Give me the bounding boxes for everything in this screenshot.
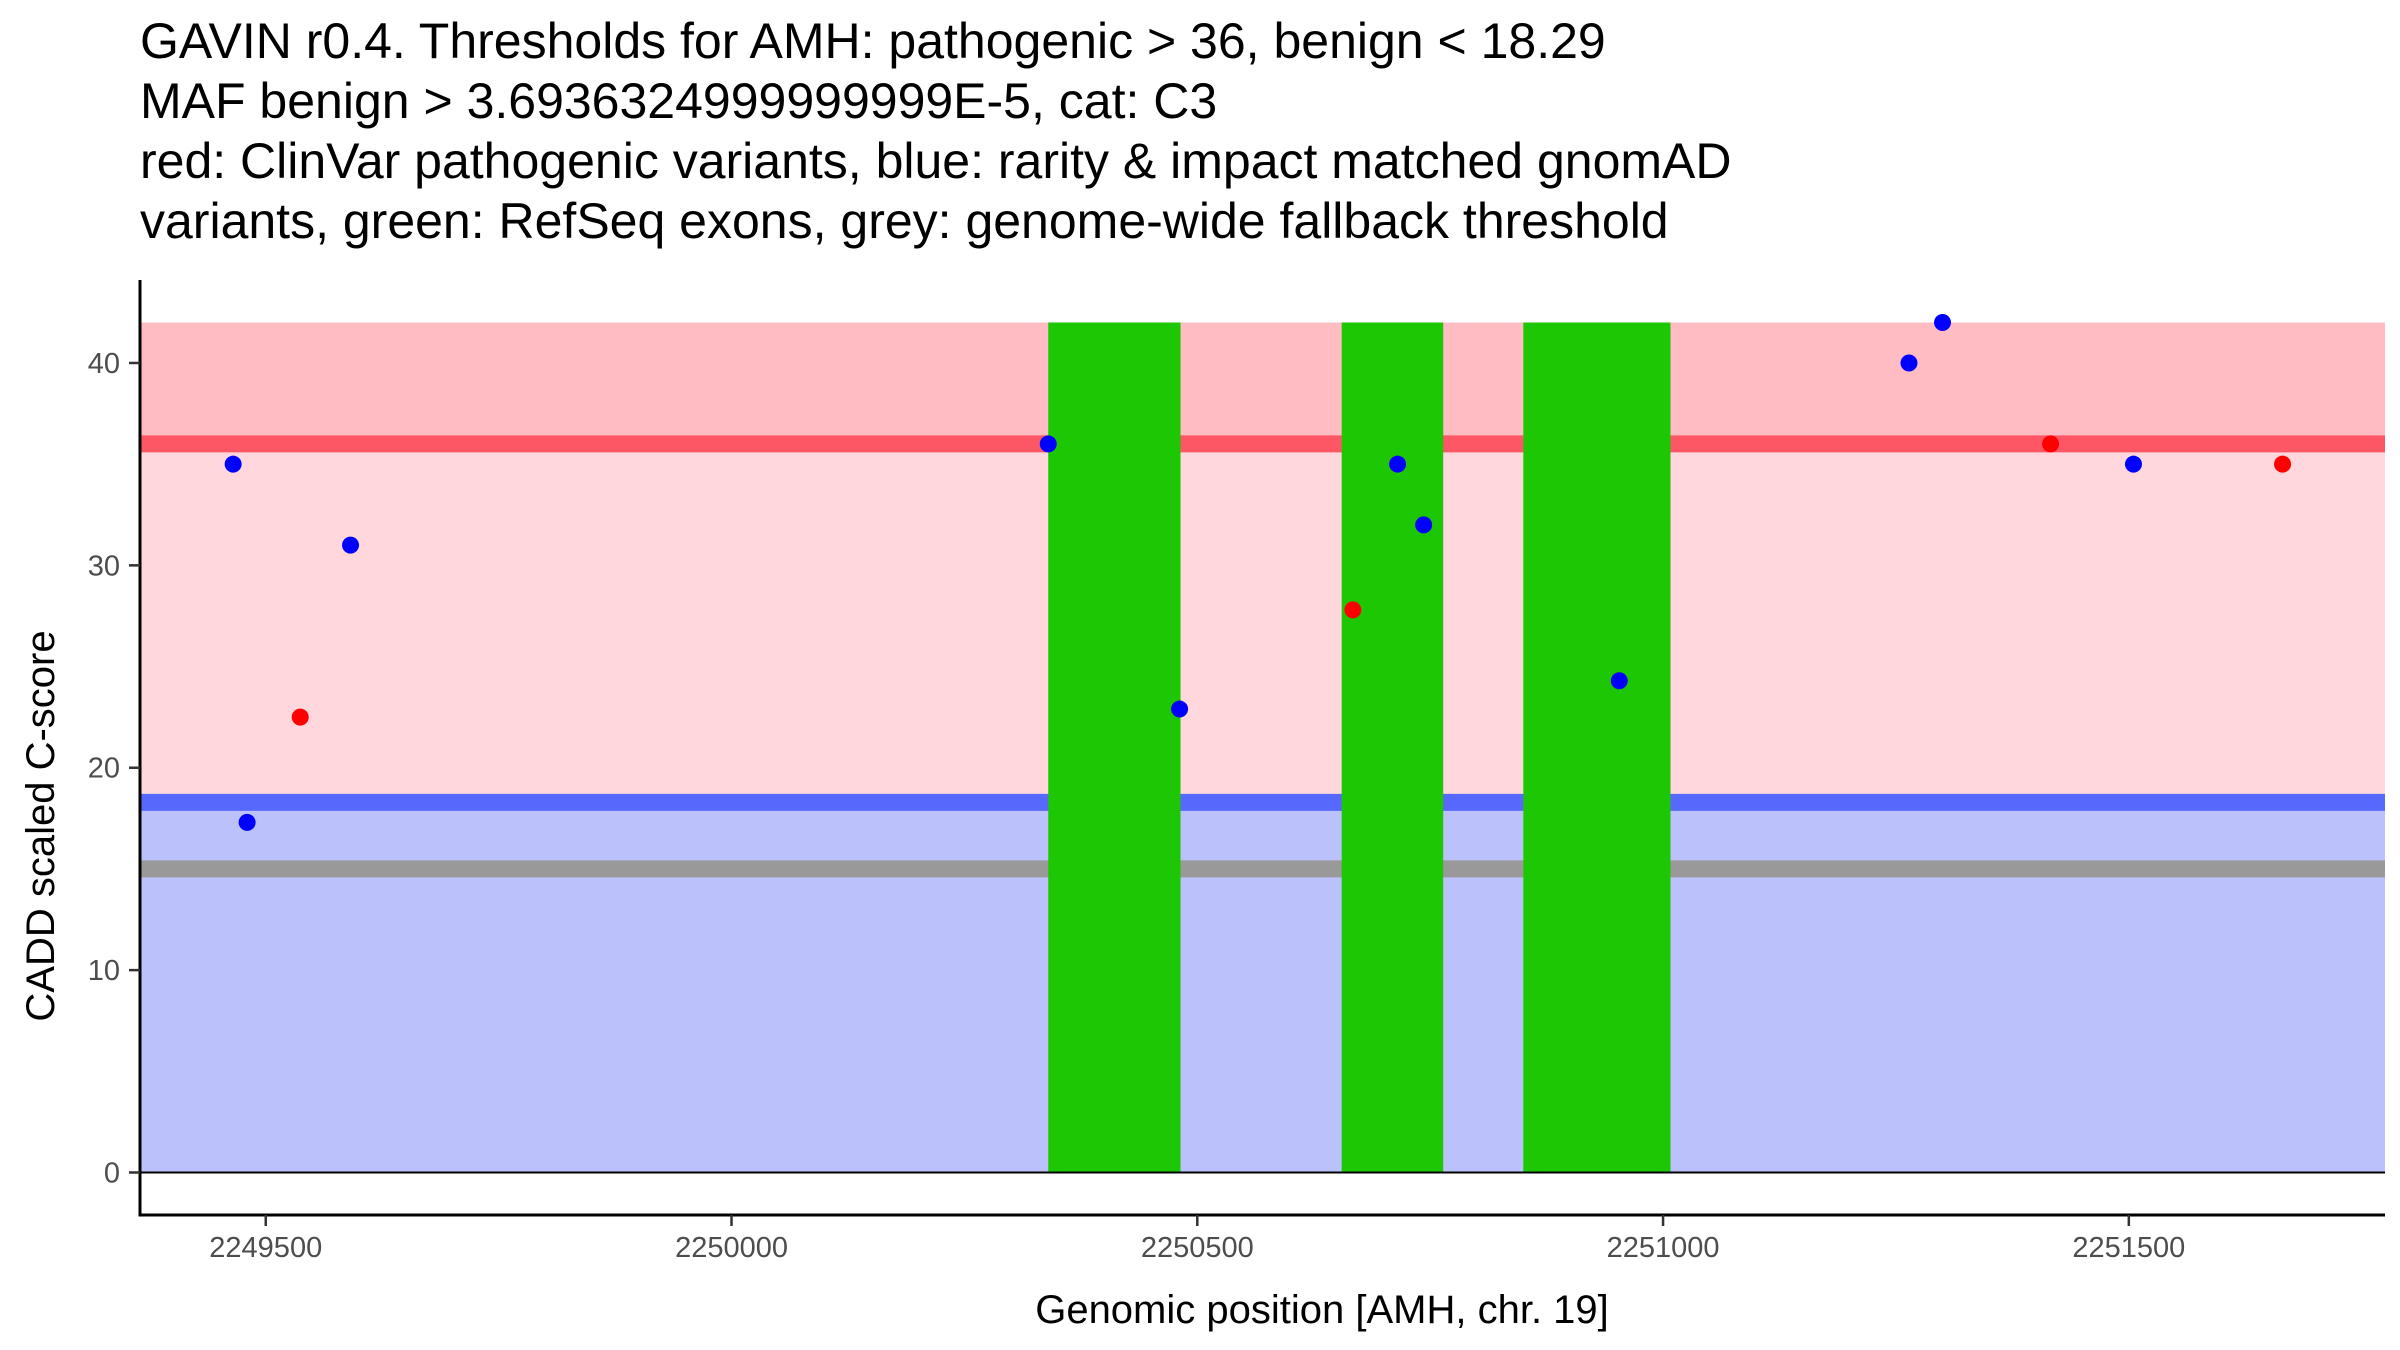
point-clinvar-1: [291, 708, 309, 726]
y-tick-label-10: 10: [88, 955, 120, 987]
point-gnomad-11: [2124, 455, 2142, 473]
x-tick-label-2251500: 2251500: [2072, 1232, 2185, 1264]
region-benign: [140, 802, 2385, 1173]
point-gnomad-6: [1389, 455, 1407, 473]
point-gnomad-9: [1900, 354, 1918, 372]
point-clinvar-4: [2274, 455, 2292, 473]
x-axis-title: Genomic position [AMH, chr. 19]: [1035, 1288, 1609, 1332]
exon-1: [1048, 322, 1181, 1173]
point-gnomad-8: [1610, 672, 1628, 690]
plot-area: 0 10 20 30 40 2249500 2250000 2250500 2251000 225…: [88, 280, 2385, 1264]
title-line-1: GAVIN r0.4. Thresholds for AMH: pathogen…: [140, 13, 1606, 69]
point-gnomad-3: [342, 536, 360, 554]
exon-3: [1523, 322, 1671, 1173]
y-tick-label-30: 30: [88, 550, 120, 582]
point-clinvar-2: [1344, 601, 1362, 619]
x-tick-label-2250000: 2250000: [675, 1232, 788, 1264]
y-tick-label-0: 0: [104, 1158, 120, 1190]
y-tick-label-20: 20: [88, 753, 120, 785]
title-line-4: variants, green: RefSeq exons, grey: gen…: [140, 193, 1669, 249]
y-axis-title: CADD scaled C-score: [19, 630, 63, 1021]
title-line-2: MAF benign > 3.6936324999999999E-5, cat:…: [140, 73, 1217, 129]
region-pathogenic: [140, 322, 2385, 444]
point-gnomad-4: [1039, 435, 1057, 453]
chart-title: GAVIN r0.4. Thresholds for AMH: pathogen…: [140, 13, 1731, 249]
point-gnomad-5: [1171, 700, 1189, 718]
region-uncertain: [140, 443, 2385, 803]
y-tick-label-40: 40: [88, 348, 120, 380]
x-tick-label-2250500: 2250500: [1141, 1232, 1254, 1264]
exon-2: [1341, 322, 1444, 1173]
point-gnomad-10: [1934, 314, 1952, 331]
x-tick-label-2249500: 2249500: [209, 1232, 322, 1264]
point-clinvar-3: [2042, 435, 2060, 453]
title-line-3: red: ClinVar pathogenic variants, blue: …: [140, 133, 1731, 189]
point-gnomad-1: [224, 455, 242, 473]
point-gnomad-7: [1415, 516, 1433, 534]
point-gnomad-2: [238, 813, 256, 831]
x-tick-label-2251000: 2251000: [1607, 1232, 1720, 1264]
